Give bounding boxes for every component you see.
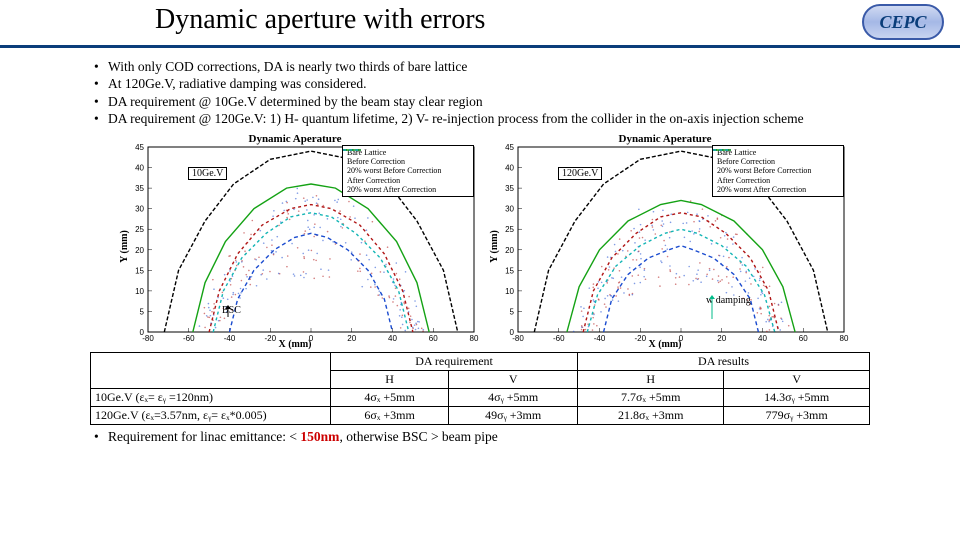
svg-text:40: 40 [505,164,514,173]
table-row-label: 10Ge.V (εₓ= εᵧ =120nm) [91,389,331,407]
table-subheader: V [449,371,578,389]
table-cell: 4σₓ +5mm [331,389,449,407]
svg-text:20: 20 [505,246,514,255]
svg-text:0: 0 [140,328,145,337]
slide-content: With only COD corrections, DA is nearly … [0,48,960,445]
bullet-item: With only COD corrections, DA is nearly … [90,58,870,75]
chart-xlabel: X (mm) [480,339,850,350]
table-row: 120Ge.V (εₓ=3.57nm, εᵧ= εₓ*0.005) 6σₓ +3… [91,407,870,425]
chart-ylabel: Y (mm) [119,230,130,263]
svg-text:35: 35 [135,184,144,193]
svg-text:30: 30 [505,205,514,214]
table-cell: 14.3σᵧ +5mm [724,389,870,407]
table-cell: 7.7σₓ +5mm [578,389,724,407]
footnote-suffix: , otherwise BSC > beam pipe [339,429,497,444]
chart-ylabel: Y (mm) [489,230,500,263]
svg-text:30: 30 [135,205,144,214]
svg-text:20: 20 [135,246,144,255]
table-cell: 49σᵧ +3mm [449,407,578,425]
svg-text:25: 25 [505,225,514,234]
bullet-item: DA requirement @ 10Ge.V determined by th… [90,93,870,110]
footnote: Requirement for linac emittance: < 150nm… [90,429,870,445]
table-header-group: DA results [578,353,870,371]
svg-text:15: 15 [505,266,514,275]
svg-text:10: 10 [135,287,144,296]
charts-row: -80-60-40-20020406080051015202530354045 … [90,133,870,348]
table-cell: 6σₓ +3mm [331,407,449,425]
da-chart-10gev: -80-60-40-20020406080051015202530354045 … [110,133,480,348]
table-subheader: H [331,371,449,389]
bullet-list: With only COD corrections, DA is nearly … [90,58,870,127]
svg-text:5: 5 [140,308,145,317]
bsc-annotation: BSC [222,305,241,316]
table-row-label: 120Ge.V (εₓ=3.57nm, εᵧ= εₓ*0.005) [91,407,331,425]
table-header-group: DA requirement [331,353,578,371]
chart-legend: Bare LatticeBefore Correction20% worst B… [342,145,474,197]
svg-text:40: 40 [135,164,144,173]
svg-text:0: 0 [510,328,515,337]
table-cell: 21.8σₓ +3mm [578,407,724,425]
table-cell: 4σᵧ +5mm [449,389,578,407]
chart-energy-badge: 120Ge.V [558,167,602,180]
chart-energy-badge: 10Ge.V [188,167,227,180]
chart-title: Dynamic Aperature [110,133,480,145]
footnote-highlight: 150nm [300,429,339,444]
table-subheader: V [724,371,870,389]
chart-xlabel: X (mm) [110,339,480,350]
table-cell: 779σᵧ +3mm [724,407,870,425]
da-chart-120gev: -80-60-40-20020406080051015202530354045 … [480,133,850,348]
slide-title: Dynamic aperture with errors [155,4,485,36]
da-table: DA requirement DA results H V H V 10Ge.V… [90,352,870,425]
svg-text:35: 35 [505,184,514,193]
bullet-item: DA requirement @ 120Ge.V: 1) H- quantum … [90,110,870,127]
table-row: 10Ge.V (εₓ= εᵧ =120nm) 4σₓ +5mm 4σᵧ +5mm… [91,389,870,407]
bullet-item: At 120Ge.V, radiative damping was consid… [90,75,870,92]
chart-title: Dynamic Aperature [480,133,850,145]
svg-text:25: 25 [135,225,144,234]
footnote-prefix: Requirement for linac emittance: < [108,429,300,444]
svg-text:5: 5 [510,308,515,317]
slide-header: Dynamic aperture with errors CEPC [0,0,960,48]
svg-text:10: 10 [505,287,514,296]
chart-legend: Bare LatticeBefore Correction20% worst B… [712,145,844,197]
svg-text:15: 15 [135,266,144,275]
table-subheader: H [578,371,724,389]
cepc-logo: CEPC [862,4,944,40]
damping-annotation: w damping [706,295,751,306]
